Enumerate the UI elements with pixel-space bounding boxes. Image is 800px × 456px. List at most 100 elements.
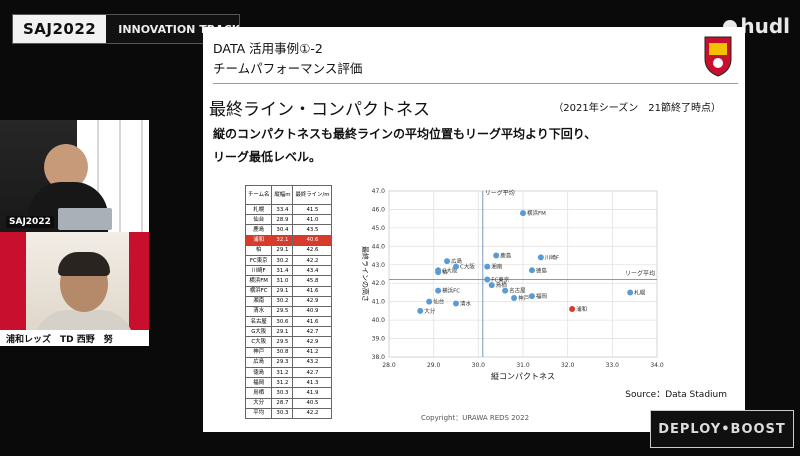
table-row: 徳島 31.2 42.7 — [244, 366, 333, 379]
point-label: FC東京 — [491, 276, 510, 284]
cell-line: 42.7 — [292, 326, 333, 338]
team-stats-table: チーム名 縦幅m 最終ライン/m 札幌 33.4 41.5 仙台 28.9 41.0 鹿島 3… — [244, 185, 333, 419]
cell-width: 31.2 — [271, 366, 294, 379]
y-tick-label: 41.0 — [372, 299, 386, 306]
table-row: 名古屋 30.6 41.6 — [244, 316, 333, 328]
cell-line: 43.2 — [292, 356, 333, 369]
plot-frame — [388, 190, 658, 358]
cell-team: 福岡 — [244, 377, 273, 389]
cell-line: 40.5 — [292, 397, 333, 409]
point-label: 大分 — [424, 307, 436, 315]
hudl-wordmark: hudl — [740, 14, 790, 38]
table-row: G大阪 29.1 42.7 — [244, 326, 333, 338]
y-tick-label: 44.0 — [372, 243, 386, 250]
data-point — [435, 287, 442, 294]
x-tick-label: 31.0 — [516, 362, 530, 369]
cell-team: 徳島 — [244, 366, 273, 379]
cell-line: 42.2 — [292, 407, 333, 419]
cell-team: 湘南 — [244, 295, 273, 307]
y-tick-label: 38.0 — [372, 354, 386, 361]
cell-width: 29.5 — [271, 336, 294, 348]
cell-width: 28.9 — [271, 214, 294, 226]
point-label: 横浜FM — [527, 209, 546, 217]
cell-team: 柏 — [244, 244, 273, 256]
point-label: 神戸 — [518, 294, 530, 302]
data-point — [417, 307, 424, 314]
data-point — [502, 287, 509, 294]
table-row: C大阪 29.5 42.9 — [244, 336, 333, 348]
data-point — [528, 267, 535, 274]
data-point — [488, 282, 495, 289]
hudl-logo: hudl — [723, 14, 790, 38]
y-tick-label: 47.0 — [372, 188, 386, 195]
point-label: 清水 — [460, 300, 472, 308]
cell-line: 41.2 — [292, 346, 333, 358]
cell-line: 42.9 — [292, 295, 333, 307]
x-tick-label: 34.0 — [650, 362, 664, 369]
season-note: （2021年シーズン 21節終了時点） — [553, 103, 721, 114]
table-row: 湘南 30.2 42.9 — [244, 295, 333, 307]
cell-team: 川崎F — [244, 265, 273, 277]
point-label: 福岡 — [536, 292, 548, 300]
avg-y-label: リーグ平均 — [625, 270, 655, 278]
cell-line: 40.9 — [292, 305, 333, 318]
table-row: 札幌 33.4 41.5 — [244, 203, 333, 216]
cell-line: 40.6 — [292, 234, 333, 246]
y-axis-label: 最終ラインの高さ — [361, 246, 370, 302]
table-row: 福岡 31.2 41.3 — [244, 377, 333, 389]
header-team: チーム名 — [244, 185, 273, 205]
point-label: 柏 — [442, 268, 448, 276]
copyright: Copyright：URAWA REDS 2022 — [421, 414, 530, 422]
y-tick-label: 39.0 — [372, 336, 386, 343]
cell-width: 31.2 — [271, 377, 294, 389]
cell-line: 42.6 — [292, 244, 333, 256]
cell-team: 平均 — [244, 407, 273, 419]
cell-line: 42.9 — [292, 336, 333, 348]
point-label: 浦和 — [576, 305, 587, 313]
cell-line: 41.9 — [292, 387, 333, 399]
title-divider — [213, 83, 738, 84]
cell-line: 45.8 — [292, 275, 333, 287]
slide-subtitle: チームパフォーマンス評価 — [213, 61, 363, 76]
desc-line-2: リーグ最低レベル。 — [213, 150, 322, 164]
cell-width: 30.2 — [271, 295, 294, 307]
data-point — [444, 258, 451, 265]
point-label: 鳥栖 — [496, 281, 508, 289]
cell-line: 41.6 — [292, 316, 333, 328]
cell-team: G大阪 — [244, 326, 273, 338]
table-row: 横浜FM 31.0 45.8 — [244, 275, 333, 287]
data-point — [537, 254, 544, 261]
cell-width: 30.8 — [271, 346, 294, 358]
cell-width: 29.1 — [271, 244, 294, 256]
point-label: 名古屋 — [509, 287, 526, 295]
data-source: Source：Data Stadium — [625, 390, 727, 400]
cell-line: 41.5 — [292, 203, 333, 216]
cell-width: 31.0 — [271, 275, 294, 287]
cell-width: 31.4 — [271, 265, 294, 277]
x-axis-label: 縦コンパクトネス — [491, 371, 555, 381]
desc-line-1: 縦のコンパクトネスも最終ラインの平均位置もリーグ平均より下回り、 — [213, 127, 597, 141]
cell-line: 41.6 — [292, 285, 333, 297]
cell-team: 横浜FM — [244, 275, 273, 287]
data-point — [528, 293, 535, 300]
cell-team: 神戸 — [244, 346, 273, 358]
cell-team: 広島 — [244, 356, 273, 369]
point-label: 湘南 — [491, 263, 503, 271]
cell-team: 浦和 — [244, 234, 273, 246]
table-row: 柏 29.1 42.6 — [244, 244, 333, 256]
point-label: 川崎F — [545, 253, 559, 261]
scatter-chart: 38.0 39.0 40.0 41.0 42.0 43.0 44.0 45.0 46.0 47.0… — [351, 185, 669, 381]
camera-label: SAJ2022 — [6, 216, 54, 228]
x-tick-label: 32.0 — [561, 362, 575, 369]
slide-title: DATA 活用事例①-2 — [213, 41, 323, 56]
point-label: 徳島 — [536, 266, 548, 274]
data-point — [453, 300, 459, 307]
cell-team: C大阪 — [244, 336, 273, 348]
x-tick-label: 28.0 — [382, 362, 396, 369]
cell-width: 30.6 — [271, 316, 294, 328]
cell-team: FC東京 — [244, 254, 273, 267]
slide-heading: 最終ライン・コンパクトネス — [209, 100, 430, 120]
cell-width: 29.3 — [271, 356, 294, 369]
point-label: 横浜FC — [442, 287, 460, 295]
cell-width: 30.4 — [271, 224, 294, 236]
